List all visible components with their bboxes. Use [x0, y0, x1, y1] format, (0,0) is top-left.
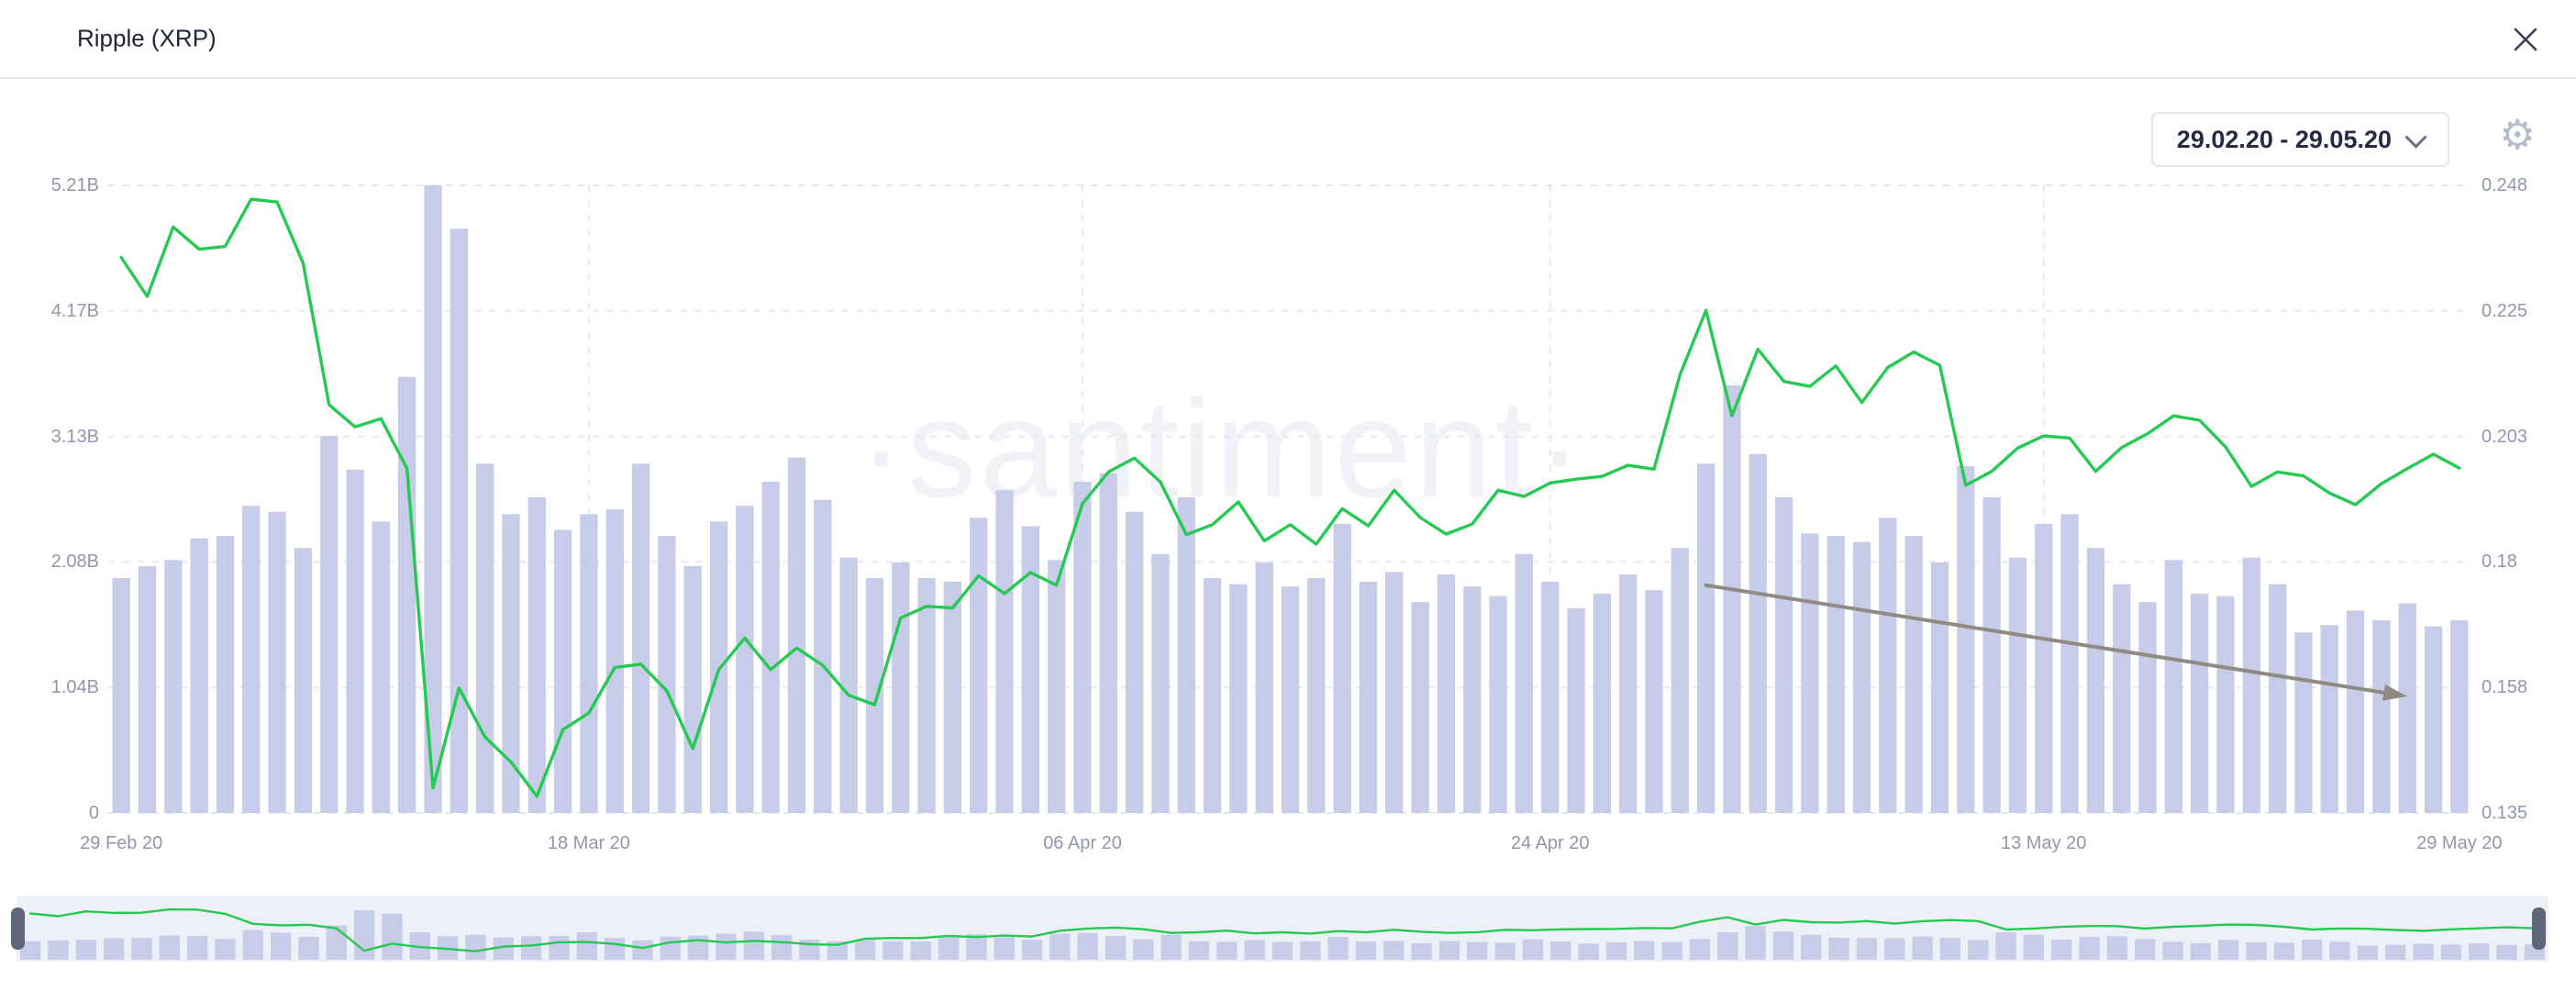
- left-axis-tick: 4.17B: [50, 300, 99, 321]
- right-axis-tick: 0.135: [2482, 803, 2528, 823]
- x-axis-tick: 24 Apr 20: [1510, 833, 1590, 853]
- x-axis-tick: 13 May 20: [2000, 833, 2087, 853]
- left-axis: 5.21B 4.17B 3.13B 2.08B 1.04B 0: [28, 0, 99, 991]
- minimap-canvas: [20, 907, 2545, 960]
- right-axis: 0.248 0.225 0.203 0.18 0.158 0.135: [2482, 0, 2569, 991]
- right-axis-tick: 0.248: [2482, 175, 2528, 195]
- minimap-volume-bars: [20, 910, 2545, 960]
- left-axis-tick: 3.13B: [50, 426, 99, 447]
- x-axis: 29 Feb 20 18 Mar 20 06 Apr 20 24 Apr 20 13 M…: [0, 833, 2576, 861]
- gear-icon: ⚙: [2499, 113, 2536, 158]
- close-icon: [2514, 28, 2537, 51]
- right-axis-tick: 0.203: [2482, 426, 2528, 447]
- date-range-selector[interactable]: 29.02.20 - 29.05.20: [2150, 112, 2449, 167]
- minimap-price-line: [28, 907, 2537, 952]
- close-button[interactable]: [2508, 22, 2543, 57]
- right-axis-tick: 0.158: [2482, 677, 2528, 698]
- settings-button[interactable]: ⚙: [2500, 116, 2536, 156]
- watermark: ·santiment·: [858, 371, 1586, 527]
- price-volume-chart[interactable]: ·santiment· 5.21B 4.17B 3.13B 2.08B 1.04B 0 0…: [0, 77, 2576, 875]
- right-axis-tick: 0.225: [2482, 300, 2528, 321]
- left-axis-tick: 1.04B: [50, 677, 99, 698]
- x-axis-tick: 18 Mar 20: [547, 833, 630, 853]
- x-axis-tick: 29 May 20: [2416, 833, 2503, 853]
- page-title: Ripple (XRP): [77, 24, 217, 52]
- x-axis-tick: 06 Apr 20: [1043, 833, 1122, 853]
- right-axis-tick: 0.18: [2482, 551, 2517, 573]
- trend-arrow: [1704, 583, 2408, 701]
- date-range-label: 29.02.20 - 29.05.20: [2176, 125, 2392, 153]
- minimap-left-handle[interactable]: [11, 907, 25, 950]
- left-axis-tick: 5.21B: [50, 175, 99, 195]
- header: Ripple (XRP): [0, 0, 2576, 79]
- left-axis-tick: 2.08B: [50, 551, 99, 573]
- left-axis-tick: 0: [88, 803, 99, 823]
- x-axis-tick: 29 Feb 20: [80, 833, 163, 853]
- timeline-minimap[interactable]: [17, 896, 2548, 962]
- minimap-right-handle[interactable]: [2532, 907, 2546, 950]
